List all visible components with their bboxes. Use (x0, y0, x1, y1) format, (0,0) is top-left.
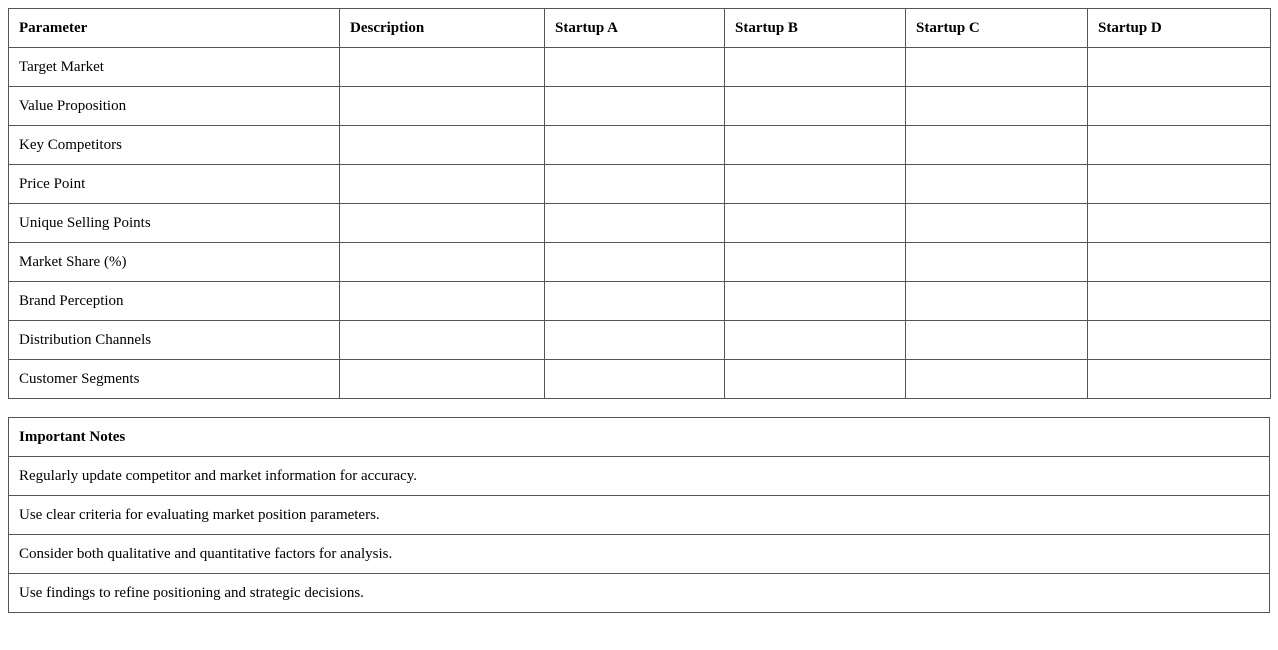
parameter-cell: Brand Perception (8, 281, 340, 321)
startup-c-cell[interactable] (905, 359, 1088, 399)
table-row: Distribution Channels (8, 320, 1271, 360)
startup-d-cell[interactable] (1087, 47, 1271, 87)
note-row: Use findings to refine positioning and s… (8, 573, 1270, 613)
header-startup-a: Startup A (544, 8, 725, 48)
description-cell[interactable] (339, 242, 545, 282)
note-item: Consider both qualitative and quantitati… (8, 534, 1270, 574)
startup-a-cell[interactable] (544, 164, 725, 204)
header-row: Parameter Description Startup A Startup … (8, 8, 1271, 48)
startup-c-cell[interactable] (905, 125, 1088, 165)
table-row: Brand Perception (8, 281, 1271, 321)
startup-c-cell[interactable] (905, 320, 1088, 360)
startup-b-cell[interactable] (724, 164, 906, 204)
startup-d-cell[interactable] (1087, 125, 1271, 165)
table-row: Key Competitors (8, 125, 1271, 165)
description-cell[interactable] (339, 125, 545, 165)
startup-d-cell[interactable] (1087, 164, 1271, 204)
startup-c-cell[interactable] (905, 86, 1088, 126)
parameter-cell: Key Competitors (8, 125, 340, 165)
table-row: Target Market (8, 47, 1271, 87)
description-cell[interactable] (339, 359, 545, 399)
note-row: Regularly update competitor and market i… (8, 456, 1270, 496)
notes-table: Important Notes Regularly update competi… (8, 417, 1270, 613)
note-item: Use findings to refine positioning and s… (8, 573, 1270, 613)
startup-b-cell[interactable] (724, 242, 906, 282)
description-cell[interactable] (339, 47, 545, 87)
startup-a-cell[interactable] (544, 359, 725, 399)
description-cell[interactable] (339, 86, 545, 126)
startup-a-cell[interactable] (544, 320, 725, 360)
notes-header-row: Important Notes (8, 417, 1270, 457)
table-row: Value Proposition (8, 86, 1271, 126)
startup-b-cell[interactable] (724, 320, 906, 360)
parameter-cell: Value Proposition (8, 86, 340, 126)
note-item: Regularly update competitor and market i… (8, 456, 1270, 496)
startup-a-cell[interactable] (544, 125, 725, 165)
startup-a-cell[interactable] (544, 281, 725, 321)
header-startup-c: Startup C (905, 8, 1088, 48)
startup-d-cell[interactable] (1087, 320, 1271, 360)
description-cell[interactable] (339, 164, 545, 204)
parameter-cell: Target Market (8, 47, 340, 87)
table-row: Unique Selling Points (8, 203, 1271, 243)
startup-b-cell[interactable] (724, 125, 906, 165)
startup-c-cell[interactable] (905, 281, 1088, 321)
startup-b-cell[interactable] (724, 359, 906, 399)
parameter-cell: Distribution Channels (8, 320, 340, 360)
startup-b-cell[interactable] (724, 47, 906, 87)
notes-title: Important Notes (8, 417, 1270, 457)
startup-a-cell[interactable] (544, 47, 725, 87)
startup-d-cell[interactable] (1087, 281, 1271, 321)
startup-a-cell[interactable] (544, 242, 725, 282)
header-parameter: Parameter (8, 8, 340, 48)
note-row: Use clear criteria for evaluating market… (8, 495, 1270, 535)
description-cell[interactable] (339, 203, 545, 243)
startup-d-cell[interactable] (1087, 242, 1271, 282)
comparison-table: Parameter Description Startup A Startup … (8, 8, 1271, 399)
startup-d-cell[interactable] (1087, 359, 1271, 399)
startup-c-cell[interactable] (905, 47, 1088, 87)
startup-b-cell[interactable] (724, 86, 906, 126)
parameter-cell: Customer Segments (8, 359, 340, 399)
startup-d-cell[interactable] (1087, 203, 1271, 243)
startup-d-cell[interactable] (1087, 86, 1271, 126)
description-cell[interactable] (339, 320, 545, 360)
note-item: Use clear criteria for evaluating market… (8, 495, 1270, 535)
table-row: Customer Segments (8, 359, 1271, 399)
startup-a-cell[interactable] (544, 86, 725, 126)
parameter-cell: Unique Selling Points (8, 203, 340, 243)
startup-b-cell[interactable] (724, 281, 906, 321)
startup-c-cell[interactable] (905, 203, 1088, 243)
description-cell[interactable] (339, 281, 545, 321)
startup-c-cell[interactable] (905, 242, 1088, 282)
header-startup-b: Startup B (724, 8, 906, 48)
startup-c-cell[interactable] (905, 164, 1088, 204)
header-description: Description (339, 8, 545, 48)
startup-a-cell[interactable] (544, 203, 725, 243)
startup-b-cell[interactable] (724, 203, 906, 243)
parameter-cell: Price Point (8, 164, 340, 204)
parameter-cell: Market Share (%) (8, 242, 340, 282)
note-row: Consider both qualitative and quantitati… (8, 534, 1270, 574)
table-row: Market Share (%) (8, 242, 1271, 282)
table-row: Price Point (8, 164, 1271, 204)
header-startup-d: Startup D (1087, 8, 1271, 48)
